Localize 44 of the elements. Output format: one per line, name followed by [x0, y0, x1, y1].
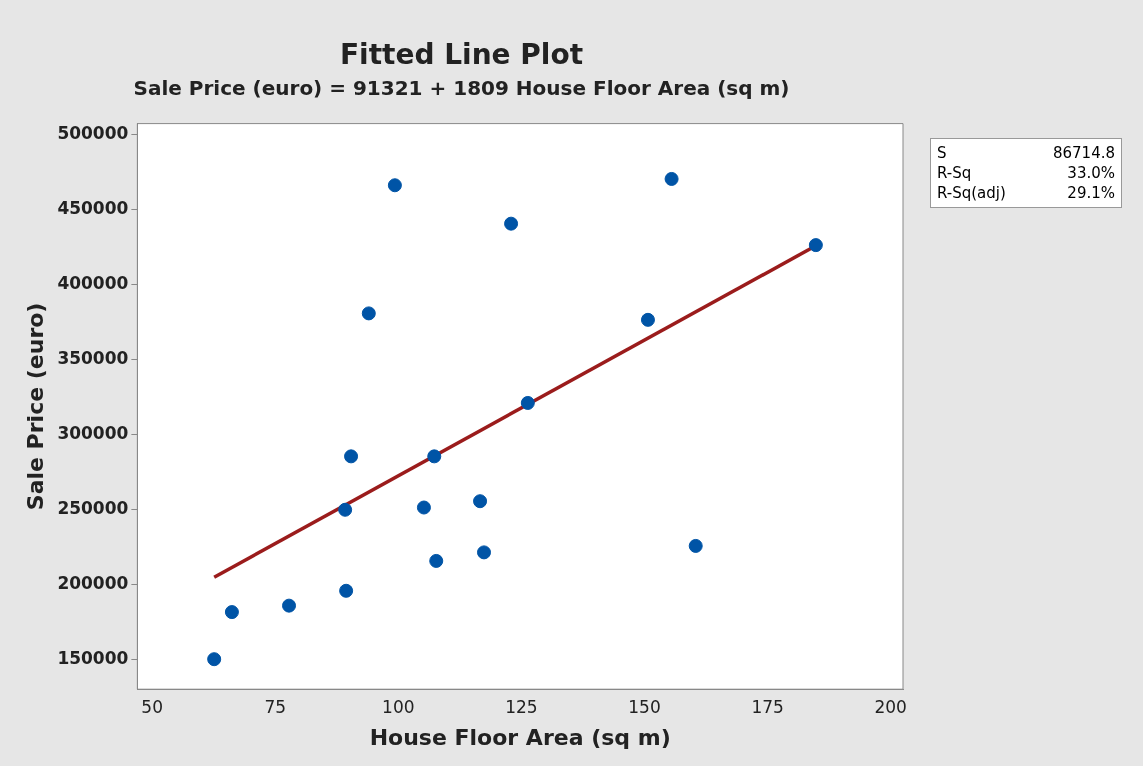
y-tick-label: 400000	[57, 272, 129, 293]
point	[339, 583, 354, 598]
text: R-Sq(adj)	[937, 183, 1007, 203]
text: 33.0%	[1066, 163, 1115, 183]
x-tick-label: 175	[751, 696, 784, 717]
point	[520, 395, 535, 410]
point	[504, 216, 519, 231]
point	[387, 178, 402, 193]
x-tick-label: 75	[264, 696, 287, 717]
point	[688, 538, 703, 553]
chart-subtitle: Sale Price (euro) = 91321 + 1809 House Floor Area (sq m)	[133, 75, 790, 100]
point	[808, 238, 823, 253]
text: 29.1%	[1066, 183, 1115, 203]
text: R-Sq	[937, 163, 973, 183]
y-tick-label: 150000	[57, 647, 129, 668]
x-tick-label: 100	[382, 696, 415, 717]
y-tick-label: 350000	[57, 347, 129, 368]
x-axis-title: House Floor Area (sq m)	[369, 724, 671, 750]
x-tick-label: 150	[628, 696, 661, 717]
point	[338, 502, 353, 517]
point	[429, 553, 444, 568]
x-tick-label: 200	[874, 696, 907, 717]
point	[224, 605, 239, 620]
point	[473, 494, 488, 509]
y-axis-title: Sale Price (euro)	[22, 302, 48, 511]
y-tick-label: 200000	[57, 572, 129, 593]
y-tick-label: 300000	[57, 422, 129, 443]
y-tick-label: 250000	[57, 497, 129, 518]
point	[361, 306, 376, 321]
point	[477, 545, 491, 560]
point	[640, 312, 655, 327]
point	[282, 598, 297, 613]
point	[427, 449, 442, 464]
point	[664, 171, 679, 186]
x-tick-label: 125	[505, 696, 538, 717]
text: 86714.8	[1052, 143, 1115, 163]
text: S	[937, 143, 948, 163]
x-tick-label: 50	[141, 696, 163, 717]
chart-title: Fitted Line Plot	[339, 38, 584, 72]
y-tick-label: 450000	[57, 197, 129, 218]
point	[207, 652, 222, 667]
point	[344, 449, 359, 464]
y-tick-label: 500000	[57, 122, 129, 143]
point	[416, 500, 431, 515]
